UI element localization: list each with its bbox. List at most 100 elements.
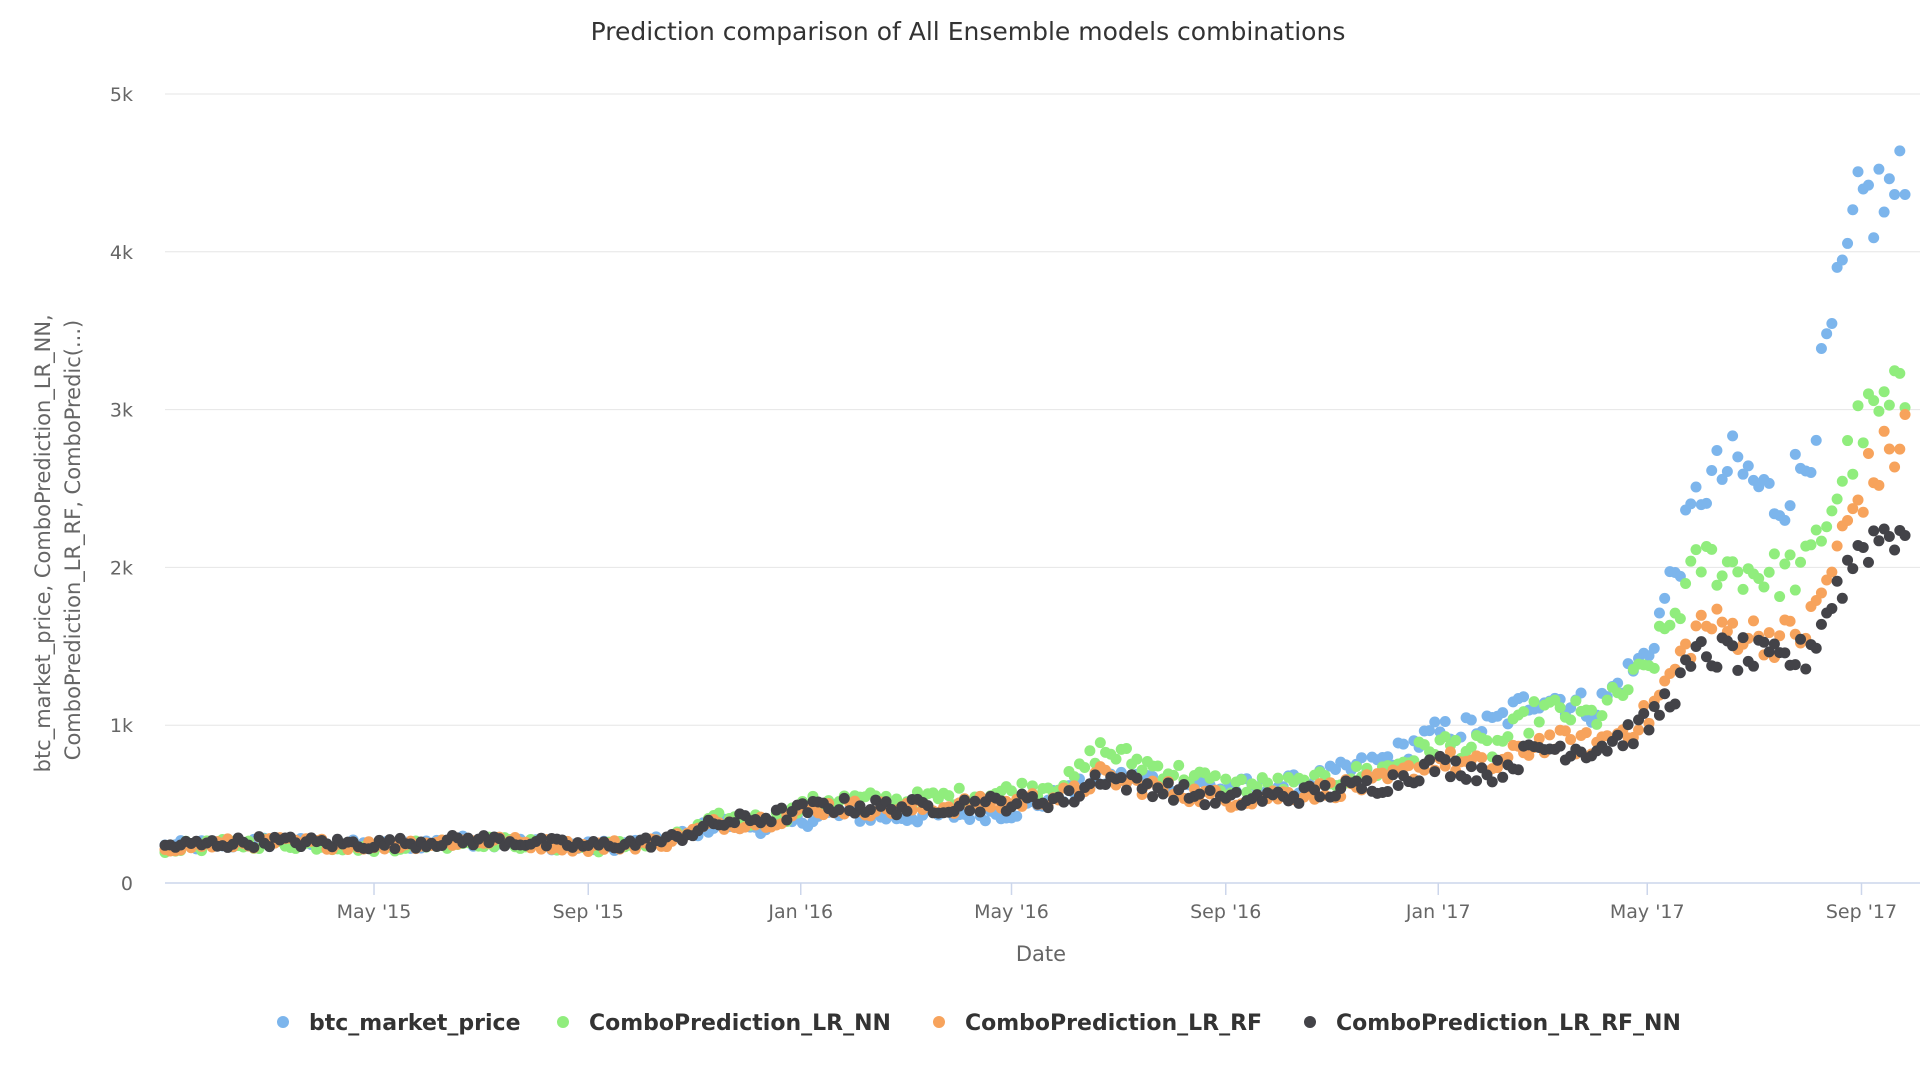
data-point — [1079, 762, 1091, 774]
data-point — [1439, 715, 1451, 727]
legend-marker — [933, 1016, 945, 1028]
data-point — [1836, 592, 1848, 604]
data-point — [1763, 477, 1775, 489]
data-point — [1795, 556, 1807, 568]
data-point — [1256, 795, 1268, 807]
data-point — [1058, 796, 1070, 808]
legend-item-ComboPrediction_LR_NN[interactable]: ComboPrediction_LR_NN — [557, 1011, 891, 1036]
data-point — [776, 802, 788, 814]
data-point — [1387, 769, 1399, 781]
data-point — [1120, 784, 1132, 796]
data-point — [1763, 566, 1775, 578]
data-point — [1852, 400, 1864, 412]
data-point — [1141, 778, 1153, 790]
data-point — [1737, 468, 1749, 480]
data-point — [1601, 745, 1613, 757]
data-point — [1826, 318, 1838, 330]
data-point — [964, 813, 976, 825]
data-point — [1502, 751, 1514, 763]
data-point — [1486, 776, 1498, 788]
data-point — [1732, 451, 1744, 463]
data-point — [1397, 738, 1409, 750]
legend-item-ComboPrediction_LR_RF_NN[interactable]: ComboPrediction_LR_RF_NN — [1304, 1011, 1681, 1036]
data-point — [1815, 618, 1827, 630]
data-point — [1319, 779, 1331, 791]
data-point — [1627, 738, 1639, 750]
data-point — [1894, 145, 1906, 157]
data-point — [1523, 749, 1535, 761]
data-point — [1444, 771, 1456, 783]
data-point — [1204, 785, 1216, 797]
data-point — [1753, 573, 1765, 585]
data-point — [1450, 755, 1462, 767]
data-point — [1779, 647, 1791, 659]
data-point — [1674, 613, 1686, 625]
data-point — [1392, 780, 1404, 792]
data-point — [1810, 434, 1822, 446]
legend-label: ComboPrediction_LR_RF — [965, 1011, 1262, 1036]
y-tick-label: 1k — [110, 715, 133, 737]
x-tick-label: Sep '17 — [1826, 901, 1897, 923]
data-point — [1815, 343, 1827, 355]
data-point — [1648, 662, 1660, 674]
data-point — [1690, 620, 1702, 632]
data-point — [1011, 810, 1023, 822]
x-axis-title: Date — [1016, 942, 1066, 966]
data-point — [1439, 754, 1451, 766]
data-point — [1350, 760, 1362, 772]
data-point — [1617, 740, 1629, 752]
data-point — [1894, 367, 1906, 379]
data-point — [1659, 688, 1671, 700]
data-point — [1131, 753, 1143, 765]
data-point — [1873, 163, 1885, 175]
y-axis-title: btc_market_price, ComboPrediction_LR_NN,… — [31, 308, 86, 773]
data-point — [901, 805, 913, 817]
data-point — [953, 782, 965, 794]
series-ComboPrediction_LR_RF — [159, 409, 1911, 857]
data-point — [1518, 691, 1530, 703]
y-tick-label: 3k — [110, 400, 133, 422]
x-tick-label: Sep '16 — [1190, 901, 1261, 923]
data-point — [1136, 764, 1148, 776]
series-ComboPrediction_LR_RF_NN — [159, 523, 1911, 855]
data-point — [1690, 481, 1702, 493]
data-point — [1450, 734, 1462, 746]
data-point — [1821, 521, 1833, 533]
series-ComboPrediction_LR_NN — [159, 365, 1911, 858]
data-point — [1857, 437, 1869, 449]
data-point — [1011, 798, 1023, 810]
data-point — [1120, 742, 1132, 754]
data-point — [1700, 497, 1712, 509]
data-point — [1403, 760, 1415, 772]
data-point — [995, 795, 1007, 807]
data-point — [1747, 660, 1759, 672]
legend-item-ComboPrediction_LR_RF[interactable]: ComboPrediction_LR_RF — [933, 1011, 1262, 1036]
data-point — [1899, 409, 1911, 421]
data-point — [1842, 515, 1854, 527]
data-point — [1868, 232, 1880, 244]
data-point — [1674, 667, 1686, 679]
data-point — [1862, 556, 1874, 568]
data-point — [1842, 237, 1854, 249]
data-point — [1533, 732, 1545, 744]
data-point — [1586, 704, 1598, 716]
data-point — [1570, 695, 1582, 707]
data-point — [1110, 753, 1122, 765]
data-point — [1293, 797, 1305, 809]
data-point — [1476, 752, 1488, 764]
data-point — [1706, 464, 1718, 476]
data-point — [1413, 775, 1425, 787]
data-point — [1162, 777, 1174, 789]
legend-marker — [1304, 1016, 1316, 1028]
data-point — [1852, 166, 1864, 178]
legend[interactable]: btc_market_price ComboPrediction_LR_NN Com… — [277, 1011, 1681, 1036]
data-point — [1685, 498, 1697, 510]
x-tick-label: May '17 — [1610, 901, 1685, 923]
data-point — [1847, 503, 1859, 515]
data-point — [384, 834, 396, 846]
data-point — [1497, 771, 1509, 783]
data-point — [1831, 575, 1843, 587]
legend-item-btc_market_price[interactable]: btc_market_price — [277, 1011, 521, 1036]
data-point — [1889, 189, 1901, 201]
